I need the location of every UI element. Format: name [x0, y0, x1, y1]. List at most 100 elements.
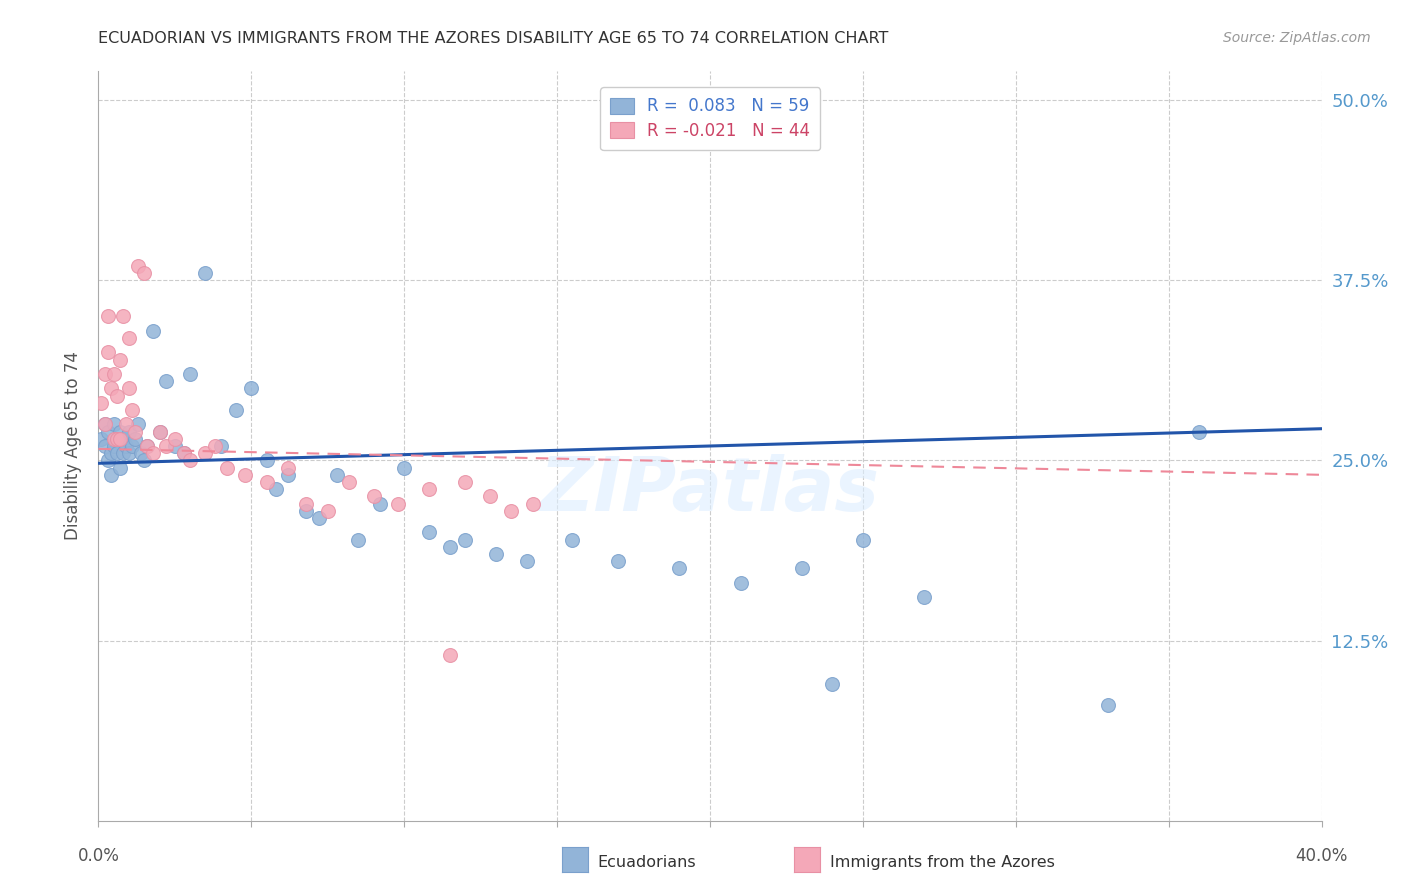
Point [100, 381, 122, 395]
Text: ECUADORIAN VS IMMIGRANTS FROM THE AZORES DISABILITY AGE 65 TO 74 CORRELATION CHA: ECUADORIAN VS IMMIGRANTS FROM THE AZORES… [98, 31, 889, 46]
Point [105, 446, 128, 460]
Point [118, 425, 141, 439]
Point [121, 403, 143, 417]
Point [136, 439, 159, 453]
Point [97, 425, 120, 439]
Point [790, 561, 813, 575]
Point [501, 504, 523, 518]
Point [173, 446, 195, 460]
Point [136, 439, 159, 453]
Point [194, 266, 217, 280]
Point [93, 367, 115, 381]
Point [163, 439, 186, 453]
Point [295, 504, 318, 518]
Point [103, 417, 125, 432]
Point [392, 460, 416, 475]
Point [93, 439, 115, 453]
Point [105, 388, 128, 402]
Point [607, 554, 630, 568]
Point [204, 439, 226, 453]
Point [173, 446, 195, 460]
Point [108, 425, 131, 439]
Point [149, 425, 172, 439]
Point [256, 475, 278, 489]
Point [485, 547, 508, 561]
Point [108, 432, 131, 446]
Point [149, 425, 172, 439]
Point [127, 417, 149, 432]
Point [561, 533, 583, 547]
Point [209, 439, 232, 453]
Legend: R =  0.083   N = 59, R = -0.021   N = 44: R = 0.083 N = 59, R = -0.021 N = 44 [600, 87, 820, 150]
Point [295, 497, 318, 511]
Point [100, 446, 122, 460]
Point [115, 439, 138, 453]
Point [454, 533, 477, 547]
Point [368, 497, 391, 511]
Point [277, 467, 299, 482]
Point [111, 310, 134, 324]
Point [337, 475, 360, 489]
Point [124, 425, 146, 439]
Point [118, 446, 141, 460]
Point [912, 591, 935, 605]
Point [179, 367, 201, 381]
Point [105, 432, 128, 446]
Point [103, 367, 125, 381]
Point [821, 677, 844, 691]
Y-axis label: Disability Age 65 to 74: Disability Age 65 to 74 [65, 351, 83, 541]
Point [418, 482, 440, 496]
Point [129, 446, 152, 460]
Point [121, 439, 143, 453]
Point [118, 331, 141, 345]
Point [418, 525, 440, 540]
Point [277, 460, 299, 475]
Point [522, 497, 544, 511]
Point [730, 575, 752, 590]
Point [118, 381, 141, 395]
Point [326, 467, 349, 482]
Point [478, 490, 501, 504]
Point [387, 497, 409, 511]
Point [90, 396, 112, 410]
Point [1097, 698, 1119, 713]
Text: Ecuadorians: Ecuadorians [598, 855, 696, 870]
Point [179, 453, 201, 467]
Point [155, 439, 177, 453]
Point [316, 504, 339, 518]
Point [454, 475, 477, 489]
Point [439, 648, 461, 662]
Point [142, 324, 165, 338]
Point [100, 467, 122, 482]
Point [103, 432, 125, 446]
Point [105, 432, 128, 446]
Point [233, 467, 256, 482]
Point [215, 460, 238, 475]
Point [194, 446, 217, 460]
Point [264, 482, 287, 496]
Point [103, 439, 125, 453]
Point [347, 533, 370, 547]
Text: 40.0%: 40.0% [1295, 847, 1348, 864]
Point [124, 432, 146, 446]
Point [163, 432, 186, 446]
Point [668, 561, 690, 575]
Point [108, 460, 131, 475]
Point [225, 403, 247, 417]
Text: ZIPatlas: ZIPatlas [540, 454, 880, 527]
Point [142, 446, 165, 460]
Point [97, 310, 120, 324]
Point [97, 345, 120, 359]
Point [134, 266, 156, 280]
Point [134, 453, 156, 467]
Point [115, 417, 138, 432]
Text: Source: ZipAtlas.com: Source: ZipAtlas.com [1223, 31, 1371, 45]
Point [97, 453, 120, 467]
Point [127, 259, 149, 273]
Point [240, 381, 263, 395]
Point [852, 533, 875, 547]
Point [90, 432, 112, 446]
Text: 0.0%: 0.0% [77, 847, 120, 864]
Point [93, 417, 115, 432]
Point [155, 374, 177, 388]
